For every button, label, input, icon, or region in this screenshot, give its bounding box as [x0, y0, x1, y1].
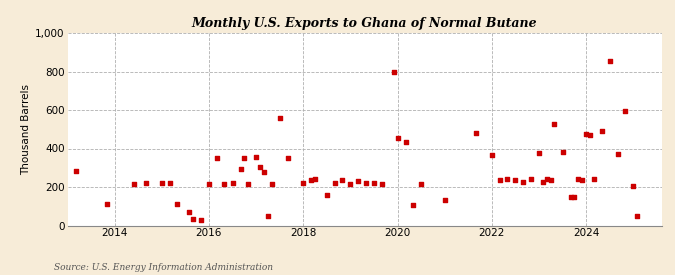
- Point: [369, 181, 379, 185]
- Point: [388, 69, 399, 74]
- Point: [196, 218, 207, 222]
- Point: [70, 168, 81, 173]
- Point: [526, 177, 537, 182]
- Point: [227, 181, 238, 185]
- Point: [471, 131, 482, 135]
- Point: [569, 194, 580, 199]
- Point: [392, 136, 403, 140]
- Point: [242, 182, 253, 186]
- Point: [172, 202, 183, 207]
- Point: [585, 133, 595, 137]
- Point: [266, 182, 277, 186]
- Point: [400, 139, 411, 144]
- Point: [345, 182, 356, 186]
- Point: [408, 203, 418, 207]
- Point: [211, 156, 222, 160]
- Point: [321, 192, 332, 197]
- Point: [337, 178, 348, 183]
- Point: [353, 179, 364, 183]
- Point: [165, 181, 176, 185]
- Point: [604, 59, 615, 63]
- Point: [141, 181, 152, 185]
- Point: [188, 217, 198, 221]
- Point: [572, 177, 583, 182]
- Point: [377, 182, 387, 186]
- Point: [239, 156, 250, 160]
- Point: [487, 153, 497, 157]
- Point: [306, 178, 317, 183]
- Point: [263, 214, 273, 218]
- Point: [577, 178, 588, 183]
- Point: [565, 194, 576, 199]
- Point: [589, 177, 599, 182]
- Point: [632, 214, 643, 218]
- Point: [298, 181, 308, 185]
- Point: [620, 109, 630, 113]
- Point: [250, 155, 261, 159]
- Point: [494, 178, 505, 183]
- Point: [596, 129, 607, 133]
- Point: [274, 116, 285, 120]
- Point: [254, 164, 265, 169]
- Point: [533, 151, 544, 155]
- Point: [157, 181, 167, 185]
- Y-axis label: Thousand Barrels: Thousand Barrels: [21, 84, 31, 175]
- Point: [282, 156, 293, 160]
- Point: [557, 150, 568, 155]
- Point: [549, 122, 560, 127]
- Point: [101, 202, 112, 207]
- Point: [219, 182, 230, 186]
- Point: [537, 180, 548, 184]
- Point: [129, 182, 140, 186]
- Point: [510, 178, 520, 183]
- Point: [628, 184, 639, 188]
- Title: Monthly U.S. Exports to Ghana of Normal Butane: Monthly U.S. Exports to Ghana of Normal …: [192, 17, 537, 31]
- Point: [235, 166, 246, 171]
- Point: [502, 177, 513, 182]
- Point: [360, 181, 371, 185]
- Point: [580, 132, 591, 136]
- Point: [184, 210, 194, 214]
- Point: [416, 182, 427, 186]
- Point: [518, 180, 529, 184]
- Point: [541, 177, 552, 182]
- Point: [612, 152, 623, 156]
- Point: [310, 177, 321, 182]
- Point: [439, 197, 450, 202]
- Point: [329, 181, 340, 185]
- Point: [204, 182, 215, 186]
- Point: [259, 169, 269, 174]
- Text: Source: U.S. Energy Information Administration: Source: U.S. Energy Information Administ…: [54, 263, 273, 272]
- Point: [545, 178, 556, 183]
